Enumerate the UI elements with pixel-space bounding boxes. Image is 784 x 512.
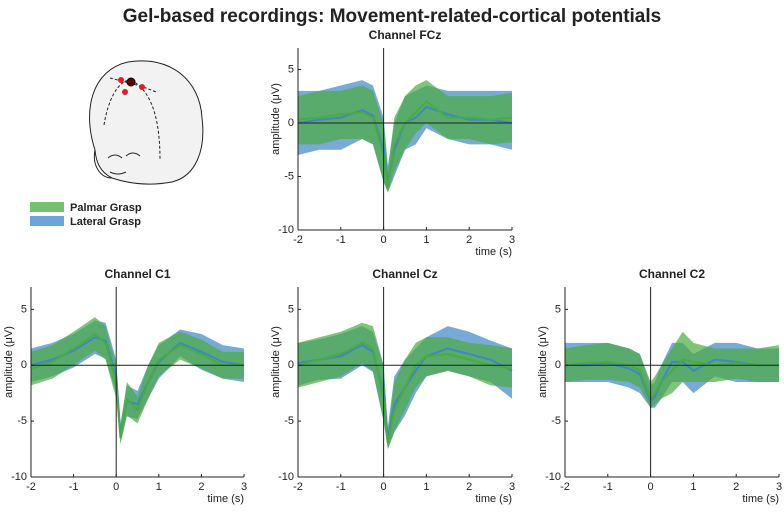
y-tick-label: 5 <box>288 63 294 75</box>
y-tick-label: 0 <box>288 117 294 129</box>
mean-line <box>297 341 513 444</box>
band <box>31 317 244 444</box>
legend-swatch <box>30 216 64 226</box>
y-tick-label: -10 <box>11 471 27 483</box>
y-tick-label: -5 <box>551 415 561 427</box>
y-tick-label: -10 <box>278 471 294 483</box>
x-tick-label: -2 <box>293 234 303 246</box>
x-tick-label: 0 <box>648 481 654 493</box>
y-axis-label: amplitude (μV) <box>270 326 282 398</box>
x-tick-label: -1 <box>336 234 346 246</box>
mean-line <box>297 100 513 188</box>
legend-swatch <box>30 202 64 212</box>
panel-title: Channel FCz <box>369 28 442 42</box>
x-tick-label: -2 <box>26 481 36 493</box>
y-tick-label: 0 <box>288 359 294 371</box>
y-tick-label: 5 <box>288 303 294 315</box>
figure-title: Gel-based recordings: Movement-related-c… <box>123 6 661 27</box>
panel-title: Channel C1 <box>104 267 170 281</box>
x-tick-label: -1 <box>603 481 613 493</box>
x-tick-label: 2 <box>198 481 204 493</box>
x-tick-label: -1 <box>69 481 79 493</box>
band <box>298 80 512 193</box>
x-tick-label: 3 <box>776 481 782 493</box>
x-tick-label: 0 <box>113 481 119 493</box>
x-tick-label: 3 <box>509 234 515 246</box>
legend-label: Lateral Grasp <box>70 216 141 228</box>
x-tick-label: 0 <box>381 234 387 246</box>
x-tick-label: 2 <box>466 234 472 246</box>
y-tick-label: 5 <box>555 303 561 315</box>
panel-title: Channel C2 <box>639 267 705 281</box>
x-tick-label: -2 <box>560 481 570 493</box>
x-tick-label: 2 <box>466 481 472 493</box>
legend-label: Palmar Grasp <box>70 202 142 214</box>
y-tick-label: 0 <box>21 359 27 371</box>
x-tick-label: 1 <box>423 481 429 493</box>
x-tick-label: 3 <box>241 481 247 493</box>
x-tick-label: 1 <box>156 481 162 493</box>
mean-line <box>30 332 244 439</box>
x-axis-label: time (s) <box>207 493 244 505</box>
y-axis-label: amplitude (μV) <box>537 326 549 398</box>
x-tick-label: 1 <box>690 481 696 493</box>
x-tick-label: 0 <box>381 481 387 493</box>
panel-title: Channel Cz <box>372 267 437 281</box>
y-axis-label: amplitude (μV) <box>270 83 282 155</box>
x-axis-label: time (s) <box>742 493 779 505</box>
x-tick-label: -1 <box>336 481 346 493</box>
y-tick-label: 5 <box>21 303 27 315</box>
y-tick-label: -5 <box>284 170 294 182</box>
y-tick-label: 0 <box>555 359 561 371</box>
y-axis-label: amplitude (μV) <box>3 326 15 398</box>
x-tick-label: -2 <box>293 481 303 493</box>
y-tick-label: -5 <box>17 415 27 427</box>
head-illustration <box>89 60 204 185</box>
y-tick-label: -10 <box>545 471 561 483</box>
x-axis-label: time (s) <box>475 246 512 258</box>
mean-line <box>564 358 779 401</box>
x-tick-label: 1 <box>423 234 429 246</box>
x-axis-label: time (s) <box>475 493 512 505</box>
y-tick-label: -5 <box>284 415 294 427</box>
x-tick-label: 2 <box>733 481 739 493</box>
mean-line <box>297 343 513 439</box>
y-tick-label: -10 <box>278 224 294 236</box>
x-tick-label: 3 <box>509 481 515 493</box>
